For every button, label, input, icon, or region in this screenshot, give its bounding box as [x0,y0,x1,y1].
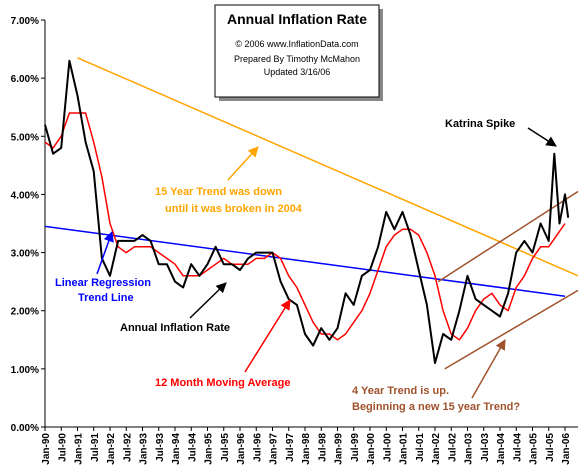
y-tick-label: 7.00% [11,16,39,27]
title-frame [214,4,380,98]
arrow [227,146,259,181]
x-tick-label: Jan-93 [139,433,150,465]
annotation: Annual Inflation Rate [120,322,230,334]
y-tick-label: 6.00% [11,74,39,85]
x-tick-label: Jul-91 [90,433,101,462]
x-tick-label: Jan-99 [334,433,345,465]
y-tick-label: 0.00% [11,423,39,434]
trend-line [77,57,579,277]
x-tick-label: Jul-04 [512,433,523,462]
x-tick-label: Jan-03 [464,433,475,465]
annotations: Katrina Spike 15 Year Trend was down unt… [55,118,557,413]
updated: Updated 3/16/06 [264,67,331,77]
x-tick-label: Jul-01 [415,433,426,462]
x-tick-label: Jul-05 [545,433,556,462]
x-tick-label: Jan-92 [106,433,117,465]
annotation: Linear Regression [55,277,151,289]
x-tick-label: Jul-02 [447,433,458,462]
x-tick-label: Jul-94 [187,433,198,462]
x-tick-label: Jan-90 [41,433,52,465]
x-tick-label: Jan-02 [431,433,442,465]
y-tick-label: 1.00% [11,365,39,376]
annotation: 4 Year Trend is up. [352,385,449,397]
x-tick-label: Jul-98 [317,433,328,462]
annotation: 15 Year Trend was down [155,186,282,198]
x-tick-label: Jan-96 [236,433,247,465]
x-tick-label: Jan-94 [171,433,182,465]
x-tick-label: Jan-95 [204,433,215,465]
copyright: © 2006 www.InflationData.com [235,39,358,49]
y-tick-label: 2.00% [11,307,39,318]
annotation: Katrina Spike [445,118,515,130]
x-tick-label: Jul-95 [220,433,231,462]
trend-line [444,289,579,370]
y-tick-label: 5.00% [11,132,39,143]
x-tick-label: Jul-97 [285,433,296,462]
title-box: Annual Inflation Rate © 2006 www.Inflati… [214,4,383,101]
series-line [44,59,570,364]
y-tick-label: 4.00% [11,190,39,201]
series-line [44,112,566,341]
x-tick-label: Jan-04 [496,433,507,465]
chart-title: Annual Inflation Rate [227,11,367,27]
x-tick-label: Jan-97 [269,433,280,465]
arrow [244,299,291,373]
x-tick-label: Jan-01 [399,433,410,465]
annotation: 12 Month Moving Average [155,377,290,389]
x-tick-label: Jan-00 [366,433,377,465]
x-tick-label: Jan-98 [301,433,312,465]
x-tick-label: Jul-03 [480,433,491,462]
trend-line [44,225,566,297]
x-tick-label: Jul-96 [252,433,263,462]
trend-line [437,190,579,283]
arrow [471,339,506,399]
x-tick-label: Jul-90 [57,433,68,462]
x-tick-label: Jan-06 [561,433,572,465]
annotation: Trend Line [78,292,134,304]
x-tick-label: Jul-00 [382,433,393,462]
arrow [96,231,114,275]
arrow [189,282,227,319]
plot-area: 0.00% 1.00% 2.00% 3.00% 4.00% 5.00% 6.00% 7.00%… [11,16,579,465]
x-tick-label: Jul-99 [350,433,361,462]
x-tick-label: Jan-91 [74,433,85,465]
x-tick-label: Jan-05 [529,433,540,465]
x-tick-label: Jul-92 [122,433,133,462]
arrow [527,127,557,147]
author: Prepared By Timothy McMahon [234,54,360,64]
annotation: Beginning a new 15 year Trend? [352,401,520,413]
y-tick-label: 3.00% [11,249,39,260]
annotation: until it was broken in 2004 [165,203,303,215]
x-tick-label: Jul-93 [155,433,166,462]
